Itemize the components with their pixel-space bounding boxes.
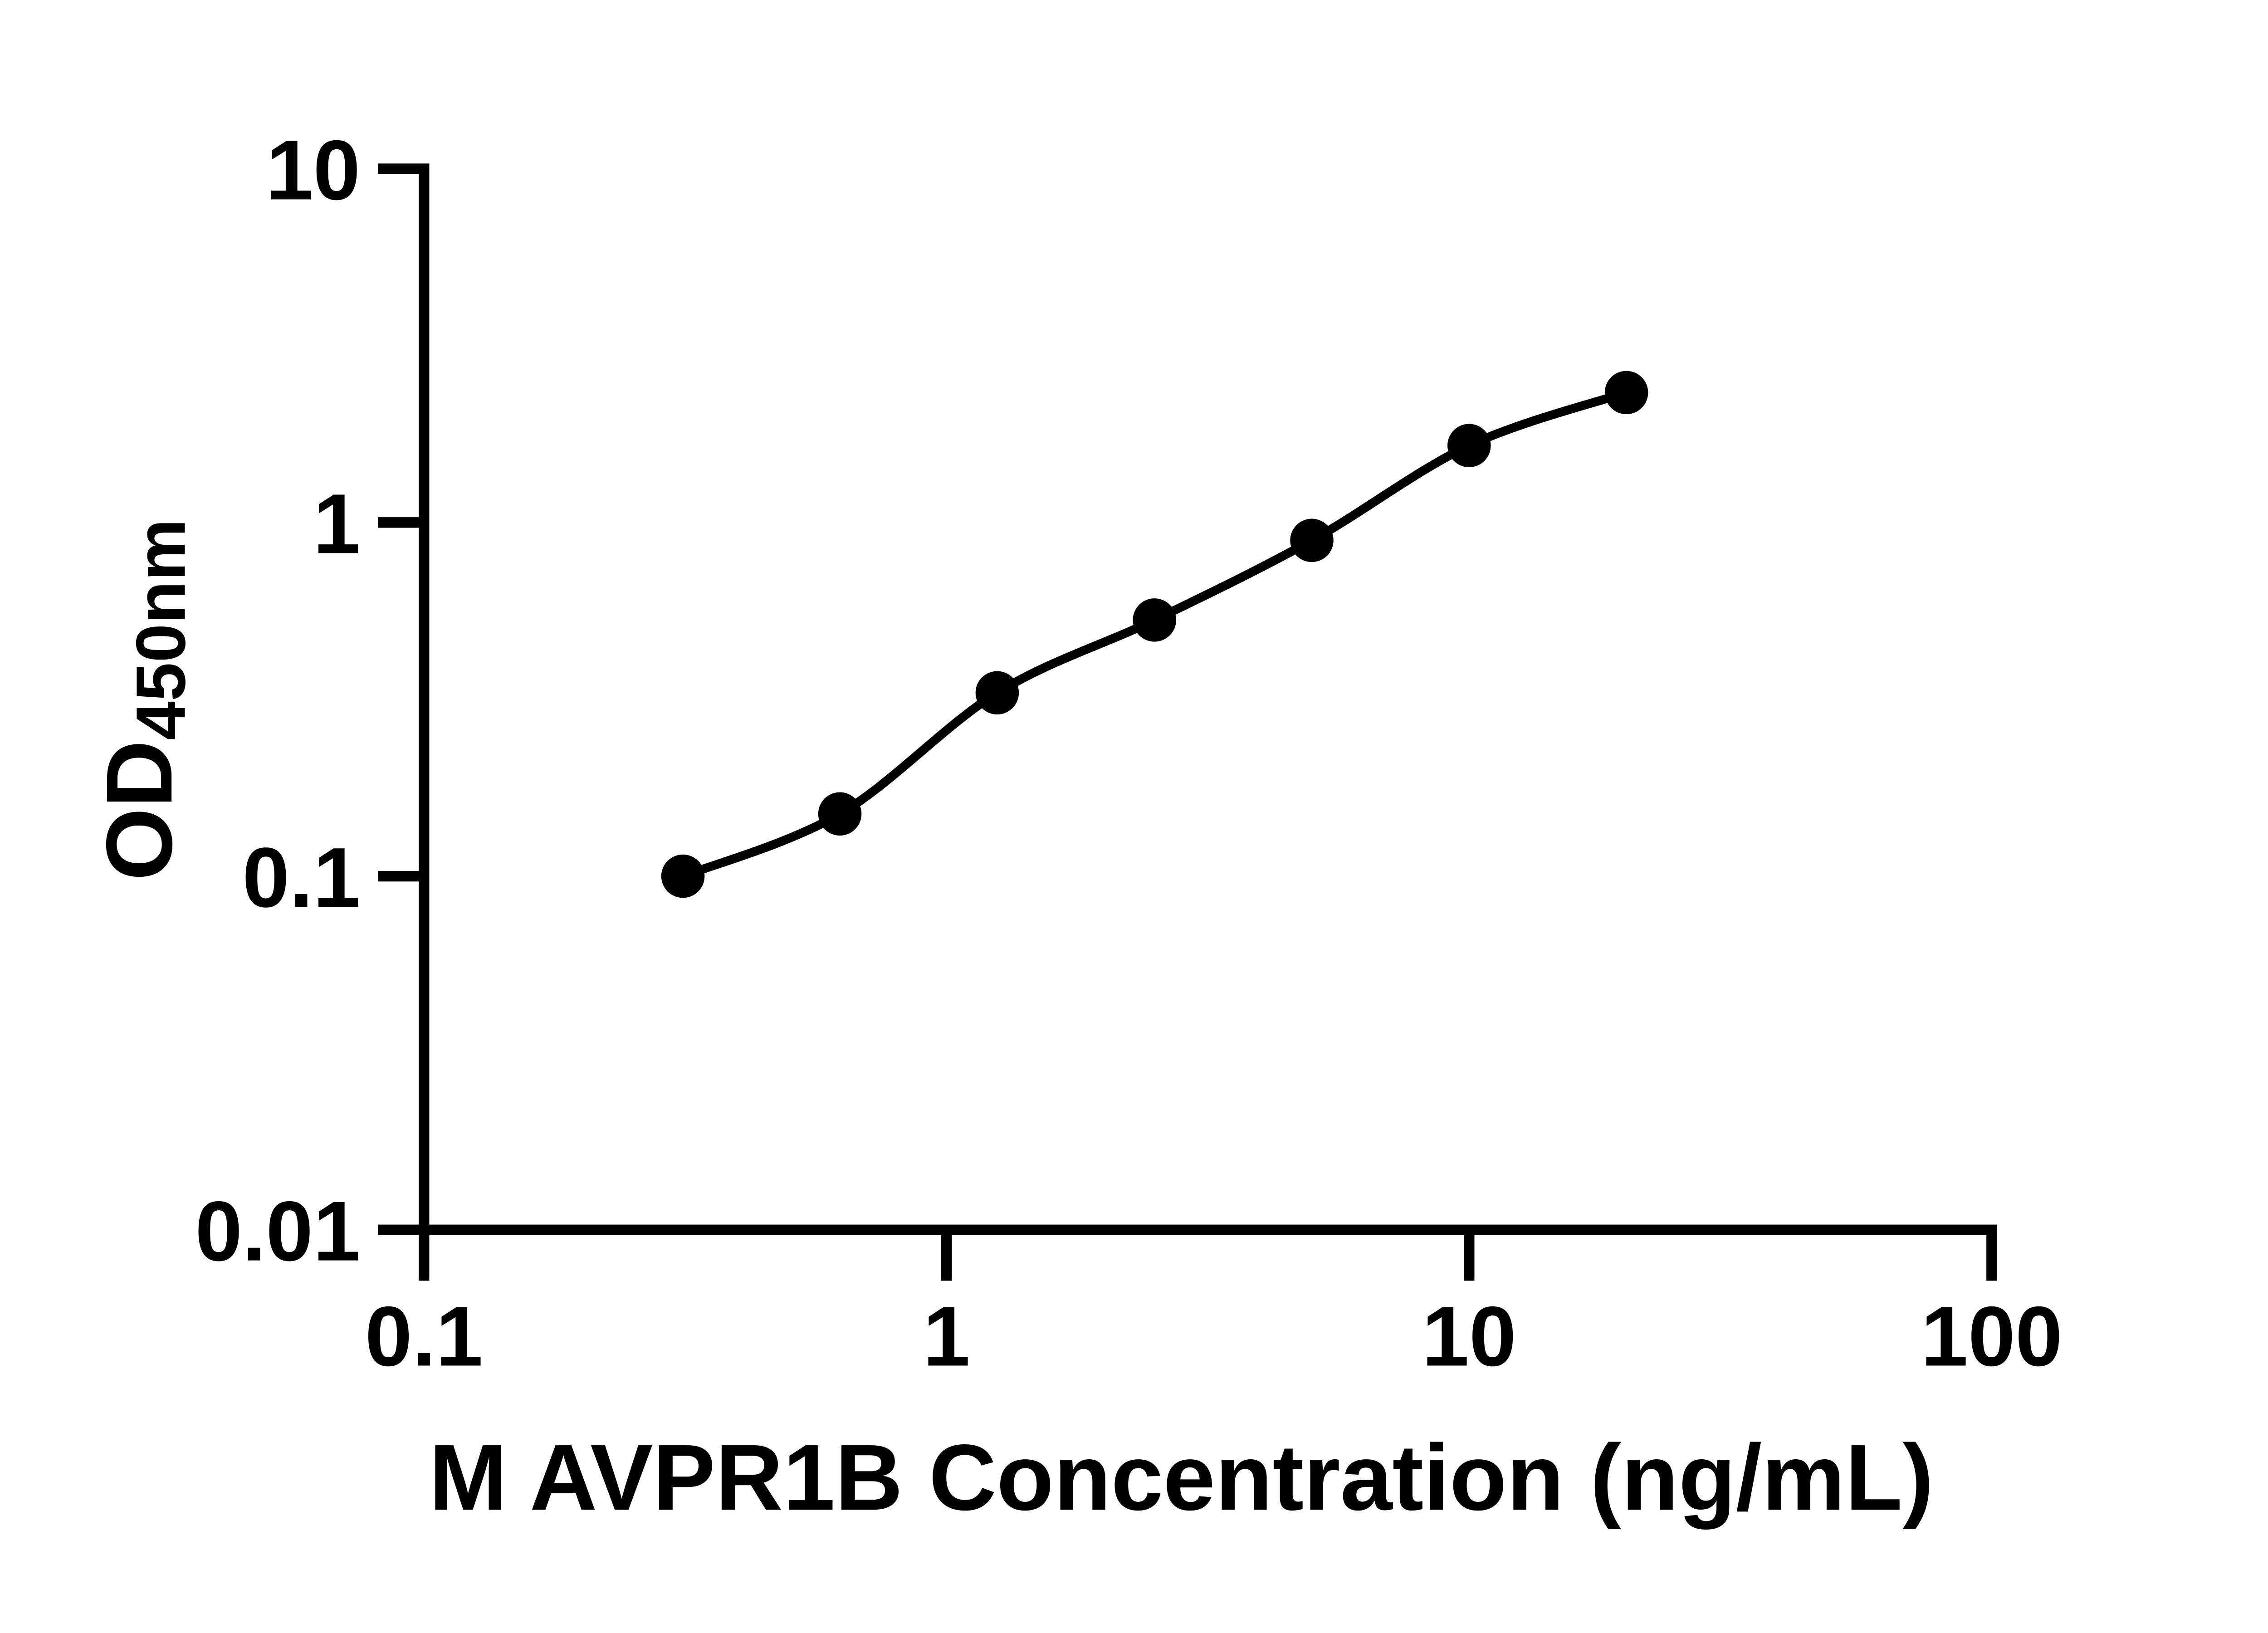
data-point <box>661 854 705 898</box>
data-point <box>818 792 862 836</box>
x-tick-label: 100 <box>1921 1289 2063 1384</box>
x-axis-title: M AVPR1B Concentration (ng/mL) <box>429 1425 1934 1530</box>
y-axis-title: OD450nm <box>87 519 200 881</box>
data-point <box>1290 518 1334 562</box>
y-tick-mark <box>378 163 419 174</box>
y-axis-line <box>419 163 430 1236</box>
y-tick-label: 0.1 <box>242 830 360 925</box>
data-point <box>975 671 1019 715</box>
x-tick-label: 1 <box>923 1289 970 1384</box>
x-tick-label: 10 <box>1422 1289 1516 1384</box>
x-tick-mark <box>1986 1230 1997 1281</box>
data-point <box>1133 598 1176 642</box>
y-tick-label: 1 <box>313 476 360 571</box>
y-axis-title-main: OD <box>87 740 191 881</box>
data-point <box>1604 371 1648 415</box>
x-tick-label: 0.1 <box>365 1289 483 1384</box>
y-tick-mark <box>378 870 419 882</box>
y-axis-title-subscript: 450nm <box>122 519 200 740</box>
chart-background <box>0 20 2268 1613</box>
x-tick-mark <box>419 1230 430 1281</box>
x-tick-mark <box>1464 1230 1475 1281</box>
data-point-markers <box>661 371 1648 898</box>
x-tick-mark <box>941 1230 952 1281</box>
y-tick-label: 0.01 <box>195 1184 360 1279</box>
y-tick-label: 10 <box>266 122 360 217</box>
y-tick-mark <box>378 517 419 528</box>
y-tick-mark <box>378 1224 419 1236</box>
data-point <box>1447 424 1491 468</box>
x-axis-line <box>419 1224 1997 1236</box>
